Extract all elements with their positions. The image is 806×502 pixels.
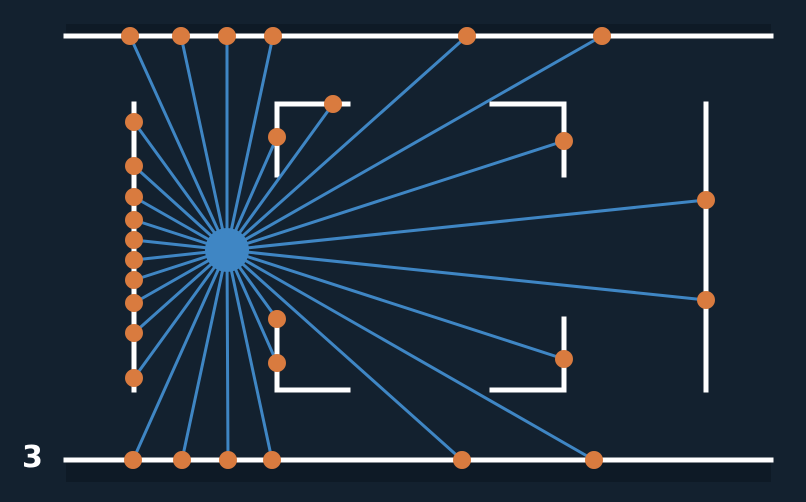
hit-point-21 bbox=[125, 324, 143, 342]
hit-point-18 bbox=[125, 251, 143, 269]
ray-13 bbox=[132, 120, 229, 252]
ray-27 bbox=[225, 139, 566, 252]
hit-point-28 bbox=[555, 350, 573, 368]
hit-point-7 bbox=[124, 451, 142, 469]
hit-point-1 bbox=[121, 27, 139, 45]
hit-point-5 bbox=[458, 27, 476, 45]
ray-8 bbox=[180, 248, 229, 462]
hit-point-16 bbox=[125, 211, 143, 229]
ray-4 bbox=[225, 34, 275, 252]
hit-point-8 bbox=[173, 451, 191, 469]
hit-point-3 bbox=[218, 27, 236, 45]
boundary-bands bbox=[66, 24, 771, 482]
hit-point-23 bbox=[324, 95, 342, 113]
hit-point-6 bbox=[593, 27, 611, 45]
hit-point-12 bbox=[585, 451, 603, 469]
light-source bbox=[205, 228, 249, 272]
hit-point-14 bbox=[125, 157, 143, 175]
light-sources bbox=[205, 228, 249, 272]
ray-12 bbox=[225, 248, 596, 462]
hit-point-24 bbox=[268, 128, 286, 146]
ray-23 bbox=[225, 102, 335, 252]
ray-2 bbox=[179, 34, 229, 252]
hit-point-15 bbox=[125, 188, 143, 206]
hit-point-19 bbox=[125, 271, 143, 289]
hit-point-17 bbox=[125, 231, 143, 249]
hit-point-20 bbox=[125, 294, 143, 312]
hit-point-9 bbox=[219, 451, 237, 469]
ray-11 bbox=[225, 248, 464, 462]
hit-point-10 bbox=[263, 451, 281, 469]
hit-point-2 bbox=[172, 27, 190, 45]
hit-point-11 bbox=[453, 451, 471, 469]
ray-7 bbox=[131, 248, 229, 462]
hit-point-29 bbox=[697, 191, 715, 209]
hit-point-26 bbox=[268, 354, 286, 372]
ray-30 bbox=[225, 248, 708, 302]
hit-points bbox=[121, 27, 715, 469]
ray-29 bbox=[225, 198, 708, 252]
ray-28 bbox=[225, 248, 566, 361]
ray-6 bbox=[225, 34, 604, 252]
ray-1 bbox=[128, 34, 229, 252]
hit-point-25 bbox=[268, 310, 286, 328]
ray-22 bbox=[132, 248, 229, 380]
ray-9 bbox=[225, 248, 230, 462]
step-number: 3 bbox=[22, 440, 43, 475]
bottom-band bbox=[66, 460, 771, 482]
ray-5 bbox=[225, 34, 469, 252]
ray-10 bbox=[225, 248, 274, 462]
wall-segments bbox=[63, 33, 774, 463]
hit-point-13 bbox=[125, 113, 143, 131]
hit-point-30 bbox=[697, 291, 715, 309]
hit-point-4 bbox=[264, 27, 282, 45]
hit-point-22 bbox=[125, 369, 143, 387]
hit-point-27 bbox=[555, 132, 573, 150]
